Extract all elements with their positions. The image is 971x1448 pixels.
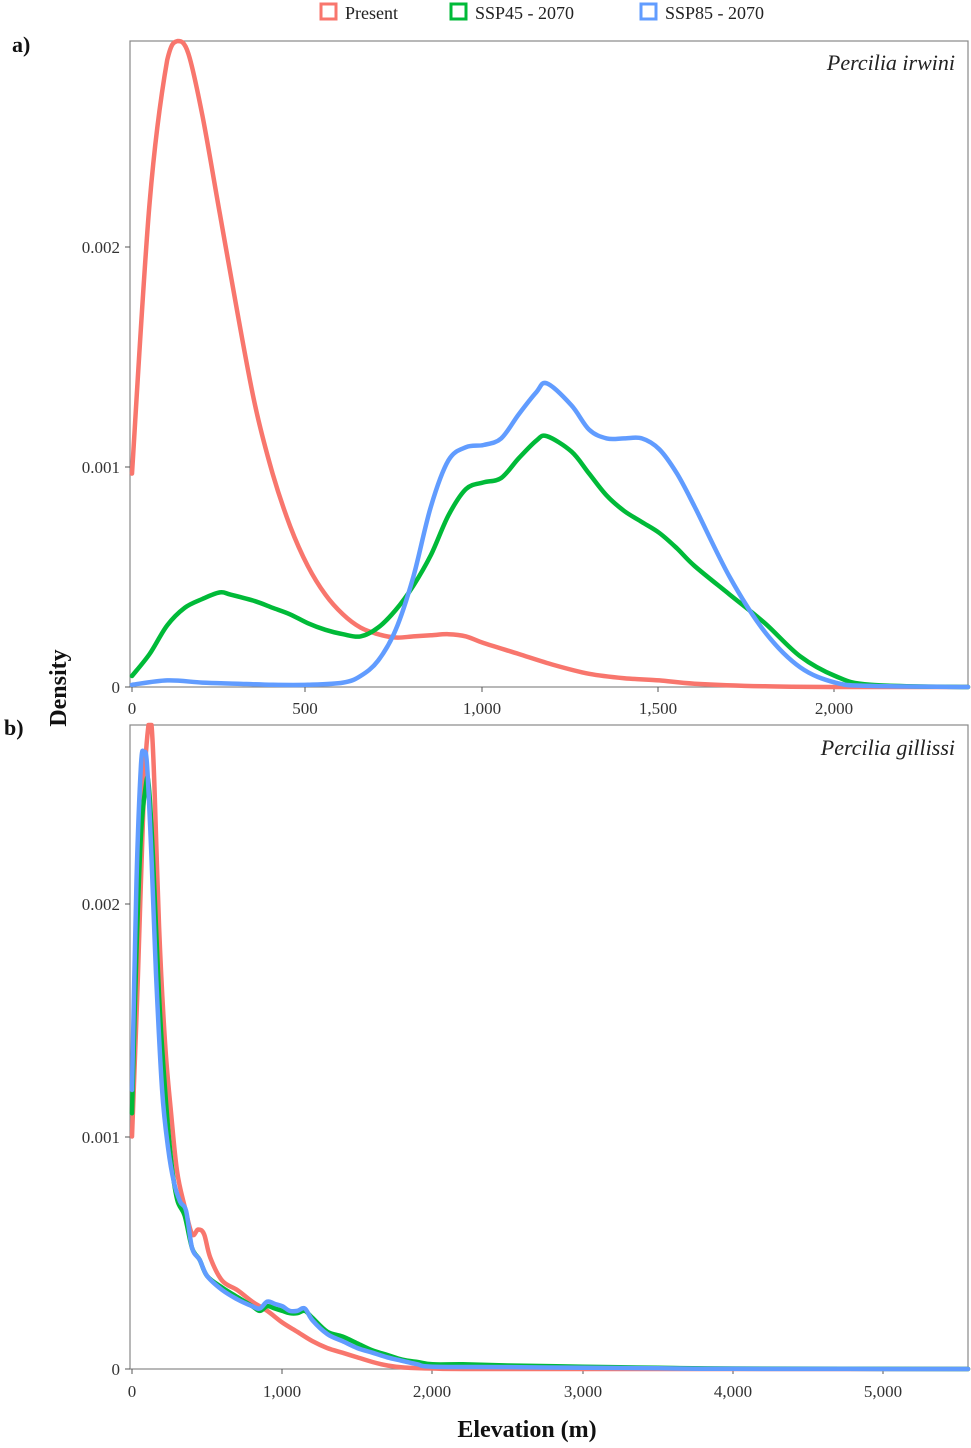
x-tick-label: 0 <box>128 1382 137 1401</box>
panel-b: b) Percilia gillissi 0 0.001 0.002 0 1,0… <box>4 715 971 1401</box>
panel-a-tag: a) <box>12 32 30 57</box>
panel-a-frame <box>129 40 969 688</box>
panel-b-lines <box>129 722 971 1372</box>
x-tick-label: 0 <box>128 699 137 718</box>
panel-a-lines <box>129 38 971 690</box>
x-tick-label: 2,000 <box>815 699 853 718</box>
x-tick-label: 2,000 <box>413 1382 451 1401</box>
legend-label: SSP45 - 2070 <box>475 3 574 23</box>
y-tick-label: 0.002 <box>82 238 120 257</box>
legend-item-present: Present <box>319 2 398 23</box>
x-tick-label: 1,000 <box>463 699 501 718</box>
legend-swatch-icon <box>639 2 658 21</box>
legend: Present SSP45 - 2070 SSP85 - 2070 <box>319 2 764 23</box>
density-line-present <box>129 722 971 1372</box>
panel-b-frame <box>129 724 969 1370</box>
y-tick-label: 0 <box>112 1360 121 1379</box>
legend-swatch-icon <box>319 2 338 21</box>
density-line-ssp45-2070 <box>129 774 971 1372</box>
legend-item-ssp85: SSP85 - 2070 <box>639 2 764 23</box>
y-tick-label: 0 <box>112 678 121 697</box>
x-tick-label: 5,000 <box>864 1382 902 1401</box>
x-tick-label: 1,500 <box>639 699 677 718</box>
legend-label: SSP85 - 2070 <box>665 3 764 23</box>
panel-b-species-label: Percilia gillissi <box>820 735 955 760</box>
y-axis-title: Density <box>46 649 72 726</box>
x-axis-title: Elevation (m) <box>457 1417 596 1443</box>
density-line-ssp85-2070 <box>129 748 971 1372</box>
panel-a: a) Percilia irwini 0 0.001 0.002 0 500 1… <box>12 32 971 718</box>
density-line-ssp85-2070 <box>129 380 971 690</box>
y-tick-label: 0.001 <box>82 458 120 477</box>
y-tick-label: 0.001 <box>82 1128 120 1147</box>
x-tick-label: 3,000 <box>564 1382 602 1401</box>
panel-b-x-axis: 0 1,000 2,000 3,000 4,000 5,000 <box>128 1369 902 1401</box>
density-line-ssp45-2070 <box>129 433 971 690</box>
panel-b-y-axis: 0 0.001 0.002 <box>82 895 130 1379</box>
panel-a-species-label: Percilia irwini <box>826 50 955 75</box>
x-tick-label: 1,000 <box>263 1382 301 1401</box>
panel-a-x-axis: 0 500 1,000 1,500 2,000 <box>128 687 853 718</box>
y-tick-label: 0.002 <box>82 895 120 914</box>
x-tick-label: 500 <box>292 699 318 718</box>
legend-label: Present <box>345 3 398 23</box>
panel-b-tag: b) <box>4 715 24 740</box>
panel-a-y-axis: 0 0.001 0.002 <box>82 238 130 697</box>
legend-item-ssp45: SSP45 - 2070 <box>449 2 574 23</box>
x-tick-label: 4,000 <box>714 1382 752 1401</box>
legend-swatch-icon <box>449 2 468 21</box>
density-line-present <box>129 38 971 690</box>
